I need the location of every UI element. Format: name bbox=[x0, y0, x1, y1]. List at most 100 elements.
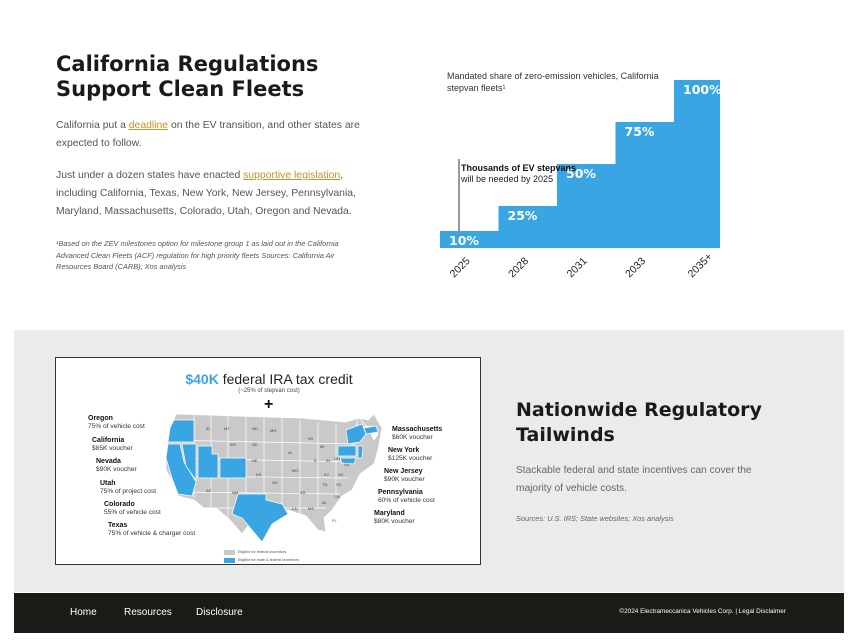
chart-title: Mandated share of zero-emission vehicles… bbox=[447, 71, 659, 93]
svg-text:KS: KS bbox=[256, 472, 262, 477]
svg-text:SD: SD bbox=[252, 442, 258, 447]
label-nevada: Nevada $90K voucher bbox=[96, 458, 137, 473]
incentive-map-card: $40K federal IRA tax credit (~25% of ste… bbox=[55, 357, 481, 565]
supportive-legislation-link[interactable]: supportive legislation bbox=[243, 170, 341, 181]
us-map: MT ND MN SD NE KS OK IA MO WI MI IL IN OH KY TN AR M… bbox=[165, 413, 383, 543]
chart-bar-2033 bbox=[615, 122, 675, 248]
state-abbreviations: MT ND MN SD NE KS OK IA MO WI MI IL IN OH KY TN AR M… bbox=[206, 426, 349, 523]
state-nevada bbox=[181, 443, 197, 482]
state-utah bbox=[197, 445, 219, 479]
chart-bar-2025 bbox=[440, 231, 499, 248]
svg-text:AZ: AZ bbox=[206, 488, 212, 493]
legend-federal-label: Eligible for federal incentives bbox=[238, 550, 287, 554]
tailwinds-heading: Nationwide Regulatory Tailwinds bbox=[516, 399, 762, 446]
label-maryland: Maryland $80K voucher bbox=[374, 510, 415, 525]
svg-text:MN: MN bbox=[270, 428, 276, 433]
svg-text:AL: AL bbox=[322, 500, 328, 505]
label-california: California $85K voucher bbox=[92, 437, 133, 452]
legend-swatch-federal bbox=[224, 549, 235, 555]
chart-annotation: Thousands of EV stepvans will be needed … bbox=[461, 163, 576, 185]
label-texas: Texas 75% of vehicle & charger cost bbox=[108, 522, 196, 537]
p2-text-start: Just under a dozen states have enacted bbox=[56, 170, 244, 181]
svg-text:FL: FL bbox=[332, 518, 337, 523]
state-massachusetts bbox=[363, 425, 379, 435]
svg-text:KY: KY bbox=[324, 472, 330, 477]
regulations-paragraph-1: California put a deadline on the EV tran… bbox=[56, 117, 376, 153]
svg-text:TN: TN bbox=[322, 482, 327, 487]
label-new-jersey: New Jersey $90K voucher bbox=[384, 468, 425, 483]
state-pennsylvania bbox=[337, 445, 357, 457]
chart-x-tick-label: 2028 bbox=[506, 255, 531, 280]
svg-text:VA: VA bbox=[344, 462, 349, 467]
us-map-outline bbox=[165, 413, 383, 535]
deadline-link[interactable]: deadline bbox=[128, 120, 169, 131]
svg-text:NM: NM bbox=[232, 490, 238, 495]
chart-annotation-bold: Thousands of EV stepvans bbox=[461, 163, 577, 173]
svg-text:WI: WI bbox=[308, 436, 313, 441]
plus-icon: + bbox=[264, 396, 274, 413]
chart-value-label: 50% bbox=[566, 166, 596, 181]
state-california bbox=[165, 443, 197, 497]
map-title-amount: $40K bbox=[185, 371, 219, 387]
svg-text:ND: ND bbox=[252, 426, 258, 431]
state-new-york bbox=[345, 423, 367, 445]
label-pennsylvania: Pennsylvania 60% of vehicle cost bbox=[378, 489, 435, 504]
p1-text-start: California put a bbox=[56, 120, 129, 131]
svg-text:IL: IL bbox=[314, 458, 318, 463]
footer-link-disclosure[interactable]: Disclosure bbox=[196, 607, 243, 618]
footer-link-resources[interactable]: Resources bbox=[124, 607, 172, 618]
chart-bar-2035+ bbox=[674, 80, 720, 248]
legend-state-label: Eligible for state & federal incentives bbox=[238, 558, 300, 562]
chart-bar-2028 bbox=[498, 206, 558, 248]
svg-text:OK: OK bbox=[272, 480, 278, 485]
state-texas bbox=[231, 493, 289, 543]
svg-text:IN: IN bbox=[326, 458, 330, 463]
regulations-heading: California Regulations Support Clean Fle… bbox=[56, 52, 319, 101]
map-legend: Eligible for federal incentives Eligible… bbox=[224, 548, 299, 564]
chart-value-label: 100% bbox=[683, 82, 722, 97]
svg-text:MO: MO bbox=[292, 468, 298, 473]
state-new-jersey bbox=[357, 445, 364, 459]
chart-x-tick-label: 2025 bbox=[448, 255, 473, 280]
p1-text-end: on the EV transition, and other states a… bbox=[56, 120, 360, 149]
tailwinds-sources: Sources: U.S. IRS; State websites; Xos a… bbox=[516, 514, 674, 523]
footer-link-home[interactable]: Home bbox=[70, 607, 97, 618]
svg-text:ID: ID bbox=[206, 426, 210, 431]
svg-text:SC: SC bbox=[336, 482, 342, 487]
svg-text:WY: WY bbox=[230, 442, 237, 447]
chart-value-label: 25% bbox=[508, 208, 538, 223]
svg-text:MT: MT bbox=[224, 426, 230, 431]
chart-annotation-text: will be needed by 2025 bbox=[461, 174, 554, 184]
label-oregon: Oregon 75% of vehicle cost bbox=[88, 415, 145, 430]
svg-text:NE: NE bbox=[252, 458, 258, 463]
site-footer: Home Resources Disclosure ©2024 Electram… bbox=[14, 593, 844, 633]
state-oregon bbox=[167, 419, 195, 443]
svg-text:AR: AR bbox=[300, 490, 306, 495]
state-maryland bbox=[339, 457, 357, 465]
svg-text:IA: IA bbox=[288, 450, 292, 455]
svg-text:NC: NC bbox=[338, 472, 344, 477]
map-title-text: federal IRA tax credit bbox=[218, 371, 353, 387]
chart-x-tick-label: 2035+ bbox=[686, 251, 715, 280]
svg-text:OH: OH bbox=[334, 456, 340, 461]
state-colorado bbox=[219, 457, 247, 479]
tailwinds-paragraph: Stackable federal and state incentives c… bbox=[516, 465, 752, 494]
label-massachusetts: Massachusetts $60K voucher bbox=[392, 426, 443, 441]
label-colorado: Colorado 55% of vehicle cost bbox=[104, 501, 161, 516]
zev-share-chart: 10% 2025 25% 2028 50% 2031 75% 2033 100% 2035+ bbox=[440, 80, 722, 280]
highlighted-states bbox=[165, 419, 379, 543]
legend-swatch-state bbox=[224, 557, 235, 563]
footer-copyright[interactable]: ©2024 Electrameccanica Vehicles Corp. | … bbox=[619, 608, 786, 615]
chart-value-label: 10% bbox=[449, 233, 479, 248]
svg-text:GA: GA bbox=[334, 494, 340, 499]
label-new-york: New York $125K voucher bbox=[388, 447, 433, 462]
regulations-paragraph-2: Just under a dozen states have enacted s… bbox=[56, 167, 376, 221]
chart-x-tick-label: 2031 bbox=[565, 255, 590, 280]
svg-text:MI: MI bbox=[320, 444, 324, 449]
p2-text-end: , including California, Texas, New York,… bbox=[56, 170, 356, 217]
map-title: $40K federal IRA tax credit bbox=[56, 371, 482, 387]
footnote: ¹Based on the ZEV milestones option for … bbox=[56, 239, 339, 271]
chart-value-label: 75% bbox=[625, 124, 655, 139]
chart-x-tick-label: 2033 bbox=[623, 255, 648, 280]
chart-bar-2031 bbox=[557, 164, 616, 248]
